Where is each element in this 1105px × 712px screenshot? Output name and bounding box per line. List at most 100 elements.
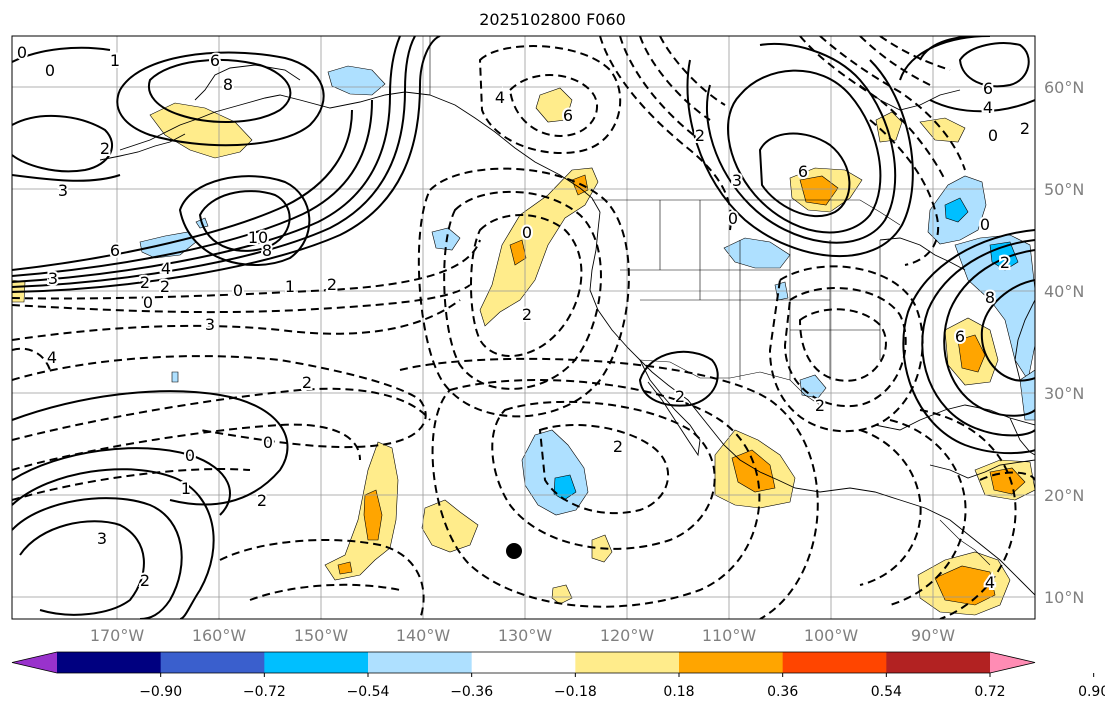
colorbar-tick-label: −0.18 (553, 684, 597, 700)
shade-negative-12 (171, 371, 179, 383)
colorbar-tick-label: 0.90 (1078, 684, 1105, 700)
contour-solid (178, 175, 311, 266)
contour-dashed (491, 400, 716, 550)
coastline-west-us (589, 211, 1035, 596)
contour-dashed (508, 74, 599, 137)
contour-label: 1 (110, 51, 120, 70)
coastlines (99, 64, 1035, 596)
contour-label: 2 (1020, 119, 1030, 138)
contour-dashed (799, 36, 946, 181)
contour-solid (12, 447, 231, 516)
shade-positive-15 (551, 584, 573, 605)
contour-label-halo: 2 (140, 273, 150, 292)
contour-label-halo: 10 (248, 228, 268, 247)
coastline-gulf (874, 404, 1035, 431)
graticule (12, 36, 1035, 619)
contour-dashed (12, 468, 251, 501)
latitude-label: 20°N (1044, 486, 1085, 505)
contour-dashed (478, 45, 622, 154)
contour-label: 0 (522, 223, 532, 242)
contour-label-halo: 6 (983, 79, 993, 98)
contour-dashed (249, 583, 401, 601)
contour-label-halo: 2 (1000, 253, 1010, 272)
colorbar-tick-label: 0.72 (974, 684, 1006, 700)
colorbar-segment (782, 652, 887, 673)
contour-solid (943, 249, 1035, 417)
contour-label: 2 (140, 273, 150, 292)
contour-solid (12, 109, 353, 271)
contour-label-halo: 4 (983, 98, 993, 117)
coastline-baja (639, 359, 701, 457)
contour-label: 0 (233, 281, 243, 300)
contour-dashed (659, 36, 726, 106)
political-borders (429, 36, 991, 566)
contour-solid (706, 42, 897, 244)
colorbar-tick-label: −0.54 (346, 684, 390, 700)
contour-label-halo: 6 (798, 162, 808, 181)
contour-solid (727, 69, 882, 234)
shading-layer (12, 65, 1035, 616)
contour-label-halo: 6 (955, 327, 965, 346)
contour-dashed (12, 423, 361, 471)
contour-label: 6 (955, 327, 965, 346)
shade-orange-9 (337, 561, 353, 575)
contour-label: 10 (248, 228, 268, 247)
contour-label-halo: 6 (210, 51, 220, 70)
shade-orange-7 (509, 239, 527, 266)
shade-blue-core-2 (944, 197, 969, 223)
contour-label: 2 (695, 126, 705, 145)
shade-negative-6 (723, 237, 791, 269)
contour-solid (12, 36, 416, 288)
contour-solid (12, 497, 183, 619)
shade-positive-6 (875, 111, 903, 143)
contour-label-halo: 2 (327, 275, 337, 294)
contour-label-halo: 0 (988, 126, 998, 145)
contour-solid (12, 46, 111, 63)
contour-dashed (12, 284, 471, 314)
contour-label: 6 (110, 241, 120, 260)
contour-label: 2 (815, 396, 825, 415)
colorbar-outline (11, 651, 1036, 674)
shade-positive-12 (324, 441, 399, 581)
contour-label: 1 (181, 479, 191, 498)
shade-positive-7 (919, 117, 966, 143)
contour-dashed (768, 265, 924, 433)
contour-label-halo: 0 (143, 293, 153, 312)
contour-dashed (12, 355, 427, 449)
contour-dashed (859, 36, 931, 86)
contour-label: 2 (522, 305, 532, 324)
shade-orange-2 (957, 334, 986, 373)
contour-label-halo: 3 (97, 529, 107, 548)
contour-dashed (12, 387, 431, 441)
contour-label-halo: 6 (563, 106, 573, 125)
longitude-label: 110°W (701, 626, 757, 645)
colorbar-tick-label: −0.90 (139, 684, 183, 700)
contour-solid (12, 36, 401, 283)
location-marker (506, 543, 522, 559)
contour-label-halo: 4 (161, 259, 171, 278)
border-central-america (939, 519, 991, 566)
contour-dashed (12, 299, 461, 341)
contour-label-halo: 3 (58, 181, 68, 200)
colorbar-tick-label: 0.18 (663, 684, 695, 700)
colorbar-segment (368, 652, 473, 673)
contour-label-halo: 2 (815, 396, 825, 415)
contour-dashed (859, 429, 922, 586)
contour-solid (902, 229, 1035, 455)
longitude-label: 100°W (803, 626, 859, 645)
contour-label: 6 (210, 51, 220, 70)
colorbar-segment (160, 652, 265, 673)
contour-dashed (879, 36, 951, 71)
contour-label: 6 (983, 79, 993, 98)
solid-contours (12, 36, 1035, 619)
contour-solid (12, 115, 114, 173)
contour-label-halo: 8 (223, 75, 233, 94)
state-lines (620, 200, 881, 380)
contour-label-halo: 1 (285, 277, 295, 296)
coastline-bc (429, 94, 601, 213)
shade-negative-11 (1019, 369, 1035, 421)
contour-solid (116, 51, 325, 147)
contour-label: 8 (985, 288, 995, 307)
dashed-contours (12, 36, 1035, 619)
